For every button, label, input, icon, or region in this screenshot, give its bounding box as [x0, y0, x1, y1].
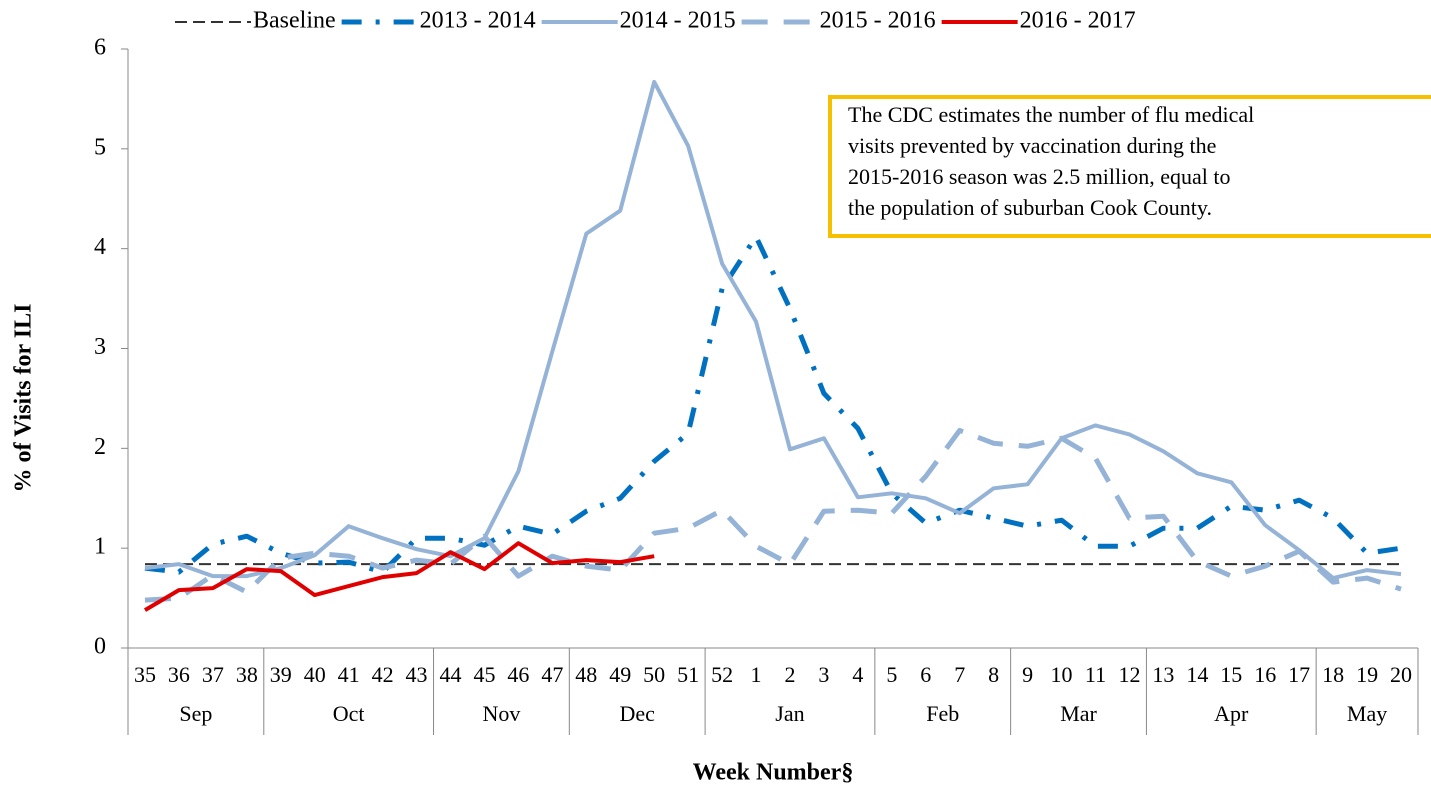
- x-tick-label: 12: [1118, 662, 1140, 687]
- series-line: [144, 427, 1402, 603]
- month-label: Nov: [482, 701, 520, 726]
- x-tick-label: 16: [1254, 662, 1276, 687]
- annotation-text: 2015-2016 season was 2.5 million, equal …: [848, 164, 1231, 189]
- x-tick-label: 41: [338, 662, 360, 687]
- x-tick-label: 42: [372, 662, 394, 687]
- annotation-text: The CDC estimates the number of flu medi…: [848, 102, 1254, 127]
- x-tick-label: 1: [751, 662, 762, 687]
- y-tick-label: 4: [94, 234, 106, 260]
- x-tick-label: 45: [473, 662, 495, 687]
- x-tick-label: 20: [1390, 662, 1412, 687]
- x-tick-label: 48: [575, 662, 597, 687]
- annotation-box: [828, 95, 1431, 238]
- x-tick-label: 46: [507, 662, 529, 687]
- x-tick-label: 17: [1288, 662, 1310, 687]
- x-tick-label: 15: [1220, 662, 1242, 687]
- x-tick-label: 44: [440, 662, 462, 687]
- y-tick-label: 2: [94, 434, 106, 460]
- x-tick-label: 9: [1022, 662, 1033, 687]
- legend-label: 2015 - 2016: [820, 8, 936, 34]
- y-tick-label: 5: [94, 134, 106, 160]
- x-tick-label: 47: [541, 662, 563, 687]
- x-tick-label: 18: [1322, 662, 1344, 687]
- x-tick-label: 2: [784, 662, 795, 687]
- x-tick-label: 40: [304, 662, 326, 687]
- legend-label: 2016 - 2017: [1020, 8, 1136, 34]
- x-tick-label: 35: [134, 662, 156, 687]
- x-tick-label: 4: [852, 662, 863, 687]
- legend-label: 2013 - 2014: [420, 8, 536, 34]
- annotation-text: the population of suburban Cook County.: [848, 195, 1212, 220]
- month-label: Mar: [1060, 701, 1097, 726]
- series-line: [143, 541, 655, 612]
- x-tick-label: 39: [270, 662, 292, 687]
- annotation-text: visits prevented by vaccination during t…: [848, 133, 1216, 158]
- x-tick-label: 10: [1051, 662, 1073, 687]
- x-tick-label: 7: [954, 662, 965, 687]
- y-axis-title: % of Visits for ILI: [11, 304, 37, 493]
- x-tick-label: 50: [643, 662, 665, 687]
- x-tick-label: 52: [711, 662, 733, 687]
- x-tick-label: 13: [1152, 662, 1174, 687]
- x-tick-label: 43: [406, 662, 428, 687]
- legend-label: Baseline: [253, 8, 336, 34]
- series-line: [144, 234, 1402, 575]
- x-tick-label: 37: [202, 662, 224, 687]
- month-label: Oct: [333, 701, 365, 726]
- y-tick-label: 0: [94, 634, 106, 660]
- x-tick-label: 11: [1085, 662, 1106, 687]
- x-tick-label: 8: [988, 662, 999, 687]
- month-label: Feb: [926, 701, 959, 726]
- x-tick-label: 5: [886, 662, 897, 687]
- series-line: [144, 79, 1402, 581]
- x-tick-label: 38: [236, 662, 258, 687]
- x-tick-label: 3: [818, 662, 829, 687]
- month-label: Dec: [619, 701, 655, 726]
- x-tick-label: 51: [677, 662, 699, 687]
- y-tick-label: 1: [94, 534, 106, 560]
- legend-label: 2014 - 2015: [620, 8, 736, 34]
- x-tick-label: 6: [920, 662, 931, 687]
- month-label: Jan: [775, 701, 804, 726]
- x-axis-title: Week Number§: [693, 760, 854, 786]
- x-tick-label: 14: [1186, 662, 1208, 687]
- x-tick-label: 19: [1356, 662, 1378, 687]
- x-tick-label: 36: [168, 662, 190, 687]
- month-label: May: [1347, 701, 1387, 726]
- month-label: Sep: [179, 701, 212, 726]
- x-tick-label: 49: [609, 662, 631, 687]
- y-tick-label: 6: [94, 35, 106, 61]
- y-tick-label: 3: [94, 334, 106, 360]
- month-label: Apr: [1214, 701, 1249, 726]
